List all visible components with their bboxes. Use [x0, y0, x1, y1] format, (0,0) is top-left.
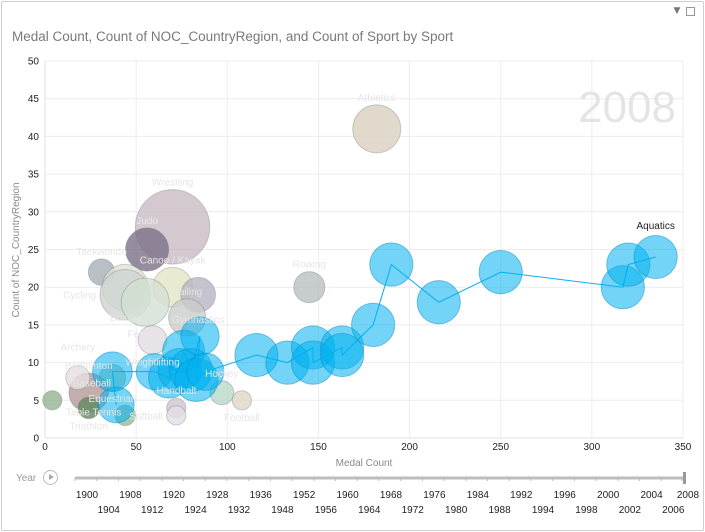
year-label: 1996	[554, 490, 577, 501]
year-label: 1956	[315, 505, 338, 516]
trail-bubble[interactable]	[320, 332, 365, 378]
play-button[interactable]	[43, 470, 58, 485]
x-axis-label: Medal Count	[336, 458, 393, 469]
year-label: 1984	[467, 490, 490, 501]
bubble-label: Canoe / Kayak	[140, 255, 207, 266]
y-tick-label: 0	[33, 434, 39, 445]
play-axis-handle[interactable]	[683, 472, 686, 484]
bubble-label: Sailing	[172, 287, 202, 298]
bubble-label: Fencing	[127, 329, 163, 340]
year-label: 1912	[141, 505, 164, 516]
bubble[interactable]	[231, 390, 252, 411]
bubble-label: Rowing	[293, 260, 326, 271]
y-tick-label: 15	[28, 320, 40, 331]
bubble-label: Football	[224, 413, 260, 424]
filter-icon[interactable]: ▼	[673, 6, 681, 16]
year-label: 1964	[358, 505, 381, 516]
y-tick-label: 20	[28, 283, 40, 294]
play-axis-label: Year	[16, 473, 37, 484]
x-tick-label: 0	[42, 442, 48, 453]
year-label: 1980	[445, 505, 468, 516]
bubble-label: Cycling	[63, 291, 96, 302]
bubble-label: Hockey	[205, 369, 238, 380]
year-label: 1904	[98, 505, 121, 516]
year-label: 2006	[662, 505, 685, 516]
trail-bubble[interactable]	[351, 302, 396, 347]
y-tick-label: 30	[28, 207, 40, 218]
bubble-label: Baseball	[73, 378, 111, 389]
bubble[interactable]	[352, 104, 402, 154]
trail-bubble[interactable]	[369, 242, 414, 287]
trail-bubble[interactable]	[478, 250, 523, 295]
year-label: 1908	[119, 490, 142, 501]
bubble-label: Taekwondo	[76, 247, 127, 258]
year-label: 2004	[640, 490, 663, 501]
y-tick-label: 50	[28, 57, 40, 68]
year-label: 1920	[163, 490, 186, 501]
year-label: 1988	[488, 505, 511, 516]
y-tick-label: 10	[28, 358, 40, 369]
x-tick-label: 200	[401, 442, 418, 453]
play-axis-watermark: 2008	[578, 83, 676, 132]
chart-title: Medal Count, Count of NOC_CountryRegion,…	[12, 29, 454, 44]
x-tick-label: 150	[310, 442, 327, 453]
year-label: 1900	[76, 490, 99, 501]
year-label: 1952	[293, 490, 316, 501]
year-label: 1960	[336, 490, 359, 501]
y-tick-label: 35	[28, 170, 40, 181]
year-label: 2008	[677, 490, 700, 501]
bubble-label: Judo	[136, 216, 158, 227]
year-label: 1976	[423, 490, 446, 501]
bubble-label: Boxing	[110, 313, 141, 324]
bubble[interactable]	[65, 365, 91, 391]
y-tick-label: 45	[28, 94, 40, 105]
year-label: 1936	[250, 490, 273, 501]
year-label: 1924	[184, 505, 207, 516]
year-label: 1992	[510, 490, 533, 501]
bubble-label: Archery	[61, 343, 95, 354]
bubble-label: Weightlifting	[125, 357, 179, 368]
trail-bubble[interactable]	[92, 351, 133, 392]
year-label: 2000	[597, 490, 620, 501]
bubble[interactable]	[293, 271, 326, 304]
year-label: 1968	[380, 490, 403, 501]
x-tick-label: 350	[675, 442, 692, 453]
year-label: 1932	[228, 505, 251, 516]
x-tick-label: 50	[131, 442, 143, 453]
bubble-label: Badminton	[65, 361, 113, 372]
bubble-label: Softball	[129, 411, 162, 422]
bubble-label: Handball	[157, 386, 196, 397]
y-tick-label: 25	[28, 245, 40, 256]
year-label: 2002	[619, 505, 642, 516]
trail-bubble[interactable]	[186, 352, 225, 391]
bubble-label: Table Tennis	[66, 407, 121, 418]
year-label: 1948	[271, 505, 294, 516]
bubble-label: Triathlon	[69, 422, 108, 433]
year-label: 1998	[575, 505, 598, 516]
year-label: 1994	[532, 505, 555, 516]
y-tick-label: 5	[33, 396, 39, 407]
bubble[interactable]	[166, 405, 187, 426]
y-axis-label: Count of NOC_CountryRegion	[11, 182, 22, 317]
bubble[interactable]	[124, 227, 170, 272]
year-label: 1928	[206, 490, 229, 501]
bubble-label: Athletics	[358, 93, 396, 104]
bubble-label: Gymnastics	[172, 315, 224, 326]
trail-bubble[interactable]	[633, 234, 678, 280]
bubble-label: Equestrian	[89, 394, 137, 405]
popout-icon[interactable]	[686, 7, 695, 16]
bubble[interactable]	[42, 390, 63, 411]
trail-bubble[interactable]	[416, 280, 461, 325]
y-tick-label: 40	[28, 132, 40, 143]
x-tick-label: 100	[219, 442, 236, 453]
bubble-label: Wrestling	[152, 178, 194, 189]
trail-label: Aquatics	[636, 221, 674, 232]
bubble[interactable]	[120, 277, 170, 327]
x-tick-label: 250	[492, 442, 509, 453]
year-label: 1972	[402, 505, 425, 516]
x-tick-label: 300	[584, 442, 601, 453]
